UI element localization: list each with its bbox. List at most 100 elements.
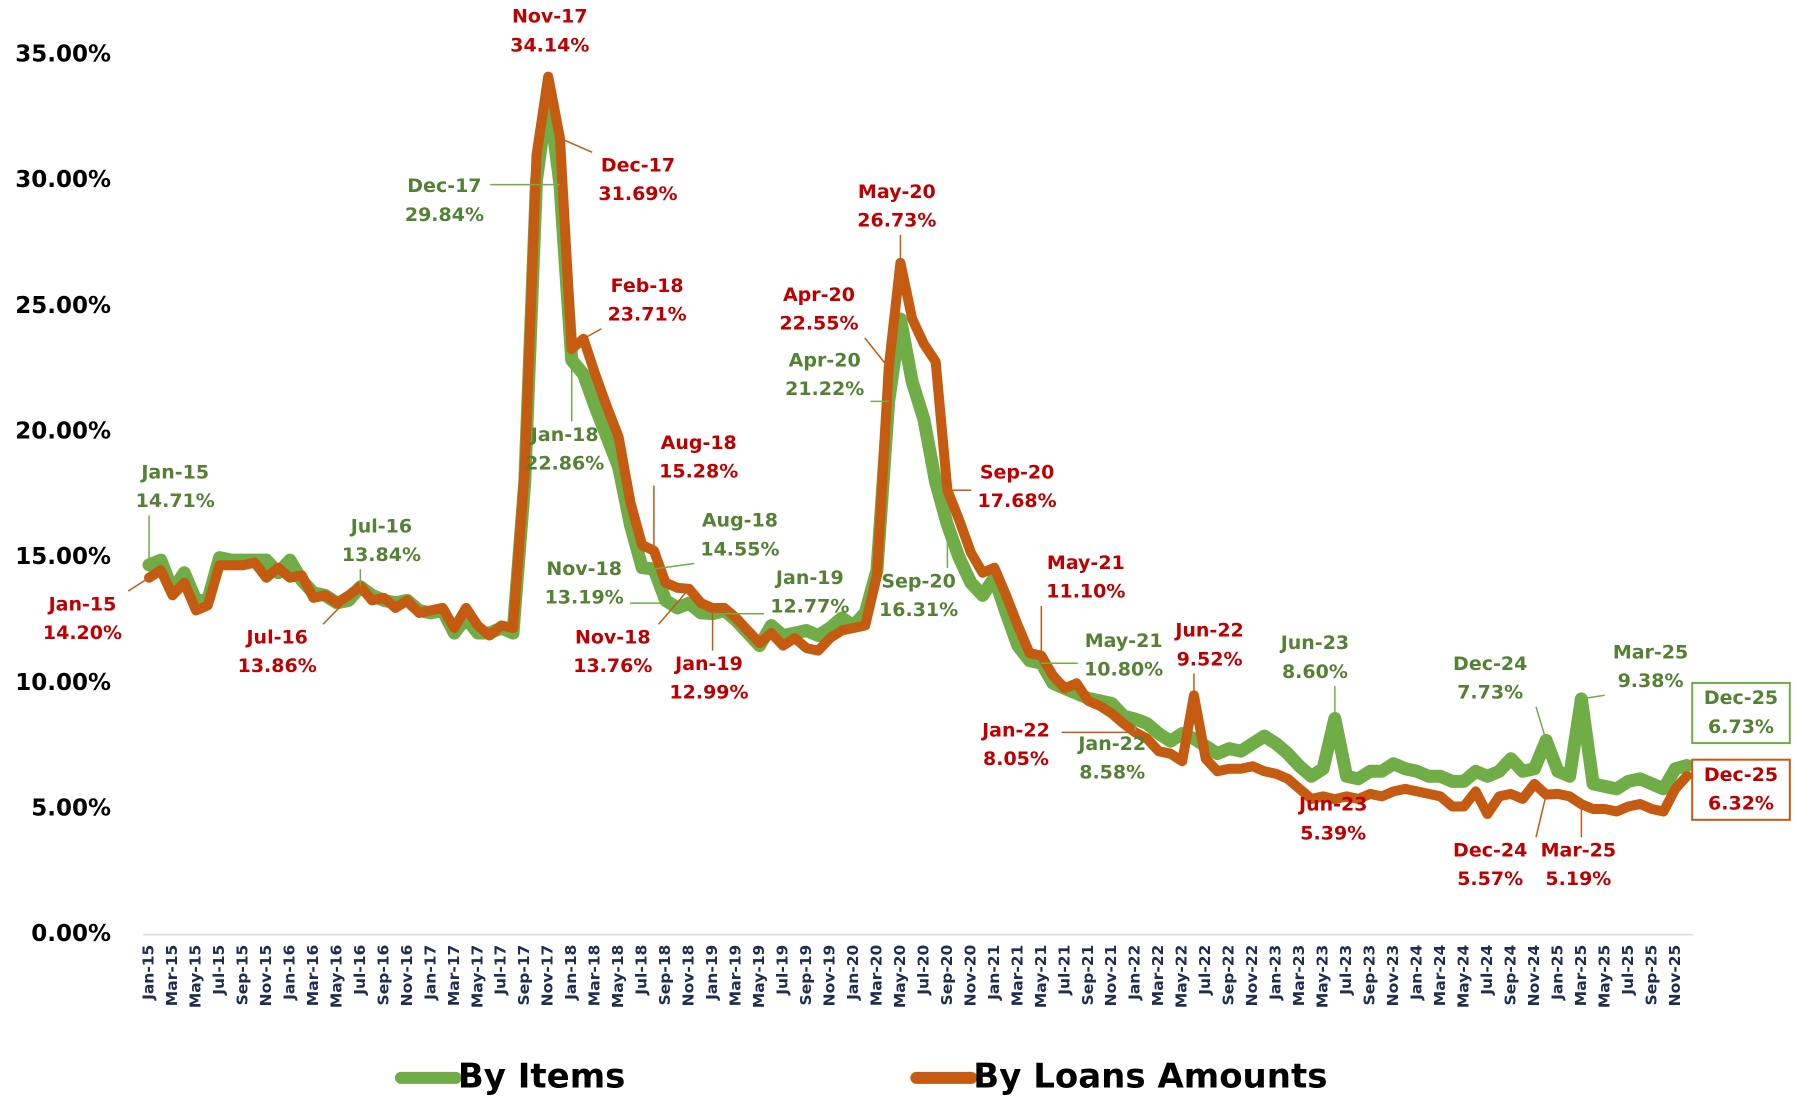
y-tick-label: 5.00% xyxy=(31,795,111,821)
point-label: Nov-17 xyxy=(512,6,588,28)
data-label: 31.69% xyxy=(598,183,677,205)
series-line xyxy=(144,71,1693,820)
x-tick-label: Mar-23 xyxy=(1290,945,1308,1007)
x-tick-label: Jan-19 xyxy=(703,945,721,1001)
data-label: 7.73% xyxy=(1457,681,1523,703)
x-tick-label: May-19 xyxy=(750,945,768,1009)
point-label: Jun-23 xyxy=(1297,794,1367,816)
data-label: 16.31% xyxy=(879,599,958,621)
point-label: Jan-15 xyxy=(47,593,117,615)
y-tick-label: 10.00% xyxy=(15,670,111,696)
data-label: 10.80% xyxy=(1084,659,1163,681)
point-label: Dec-25 xyxy=(1704,764,1778,786)
point-label: Mar-25 xyxy=(1541,840,1616,862)
y-tick-label: 20.00% xyxy=(15,418,111,444)
point-label: Dec-24 xyxy=(1453,840,1527,862)
data-label: 13.76% xyxy=(573,655,652,677)
leader-line xyxy=(583,328,602,340)
data-label: 12.77% xyxy=(770,596,849,618)
x-tick-label: Mar-18 xyxy=(586,945,604,1007)
leader-line xyxy=(658,588,690,625)
point-label: Feb-18 xyxy=(611,275,684,297)
data-label: 11.10% xyxy=(1046,581,1125,603)
x-tick-label: Mar-17 xyxy=(445,945,463,1007)
x-tick-label: Jan-21 xyxy=(985,945,1003,1001)
x-tick-label: Nov-21 xyxy=(1102,945,1120,1007)
point-label: Dec-24 xyxy=(1453,653,1527,675)
x-tick-label: Mar-25 xyxy=(1572,945,1590,1007)
x-tick-label: Nov-20 xyxy=(961,944,979,1006)
x-tick-label: May-24 xyxy=(1454,944,1472,1008)
x-tick-label: Mar-16 xyxy=(304,945,322,1007)
legend-label: By Items xyxy=(458,1056,626,1096)
point-label: Dec-17 xyxy=(407,175,481,197)
point-label: Aug-18 xyxy=(702,510,778,532)
y-tick-label: 15.00% xyxy=(15,544,111,570)
x-tick-label: Jul-20 xyxy=(914,944,932,995)
y-tick-label: 25.00% xyxy=(15,293,111,319)
data-label: 26.73% xyxy=(857,210,936,232)
leader-line xyxy=(322,585,361,625)
point-label: Jun-22 xyxy=(1173,620,1243,642)
x-tick-label: Nov-19 xyxy=(820,945,838,1007)
data-label: 21.22% xyxy=(785,378,864,400)
y-tick-label: 0.00% xyxy=(31,921,111,947)
x-tick-label: May-17 xyxy=(468,945,486,1009)
x-tick-label: Jan-17 xyxy=(421,945,439,1001)
y-tick-label: 35.00% xyxy=(15,41,111,67)
x-tick-label: Nov-23 xyxy=(1384,945,1402,1007)
data-label: 9.38% xyxy=(1618,670,1684,692)
x-tick-label: Jul-16 xyxy=(351,945,369,996)
data-label: 29.84% xyxy=(405,204,484,226)
leader-line xyxy=(1535,706,1547,741)
point-label: Jan-15 xyxy=(139,462,209,484)
point-label: Sep-20 xyxy=(980,462,1055,484)
x-tick-label: Nov-22 xyxy=(1243,945,1261,1007)
data-label: 8.05% xyxy=(983,748,1049,770)
data-label: 14.71% xyxy=(136,490,215,512)
point-label: Jun-23 xyxy=(1279,632,1349,654)
point-label: Nov-18 xyxy=(546,558,622,580)
point-label: Jul-16 xyxy=(349,515,412,537)
x-tick-label: May-15 xyxy=(187,945,205,1009)
point-label: Jan-18 xyxy=(529,424,599,446)
point-label: Nov-18 xyxy=(575,626,651,648)
leader-line xyxy=(559,137,593,154)
data-label: 23.71% xyxy=(608,303,687,325)
x-tick-label: Jan-15 xyxy=(140,945,158,1001)
leader-line xyxy=(653,562,695,570)
x-tick-label: May-20 xyxy=(891,944,909,1008)
x-tick-label: Sep-22 xyxy=(1220,945,1238,1006)
x-tick-label: Jul-23 xyxy=(1337,945,1355,996)
point-label: Mar-25 xyxy=(1613,641,1688,663)
data-label: 6.73% xyxy=(1708,716,1774,738)
x-tick-label: Jan-16 xyxy=(280,945,298,1001)
x-tick-label: Nov-25 xyxy=(1666,945,1684,1007)
x-tick-label: Jul-18 xyxy=(633,945,651,996)
x-tick-label: Jul-25 xyxy=(1619,945,1637,996)
data-label: 22.86% xyxy=(525,452,604,474)
point-label: Apr-20 xyxy=(783,284,855,306)
leader-line xyxy=(1535,794,1547,838)
x-tick-label: Jan-18 xyxy=(562,945,580,1001)
x-tick-label: Jul-22 xyxy=(1196,945,1214,996)
x-tick-label: May-18 xyxy=(609,945,627,1009)
x-tick-label: Nov-24 xyxy=(1525,944,1543,1006)
legend-label: By Loans Amounts xyxy=(973,1056,1327,1096)
data-label: 13.19% xyxy=(545,586,624,608)
data-label: 6.32% xyxy=(1708,793,1774,815)
x-tick-label: Mar-21 xyxy=(1008,945,1026,1007)
point-label: Jan-19 xyxy=(774,567,844,589)
data-label: 8.58% xyxy=(1079,762,1145,784)
leader-line xyxy=(864,337,890,369)
x-tick-label: Jan-23 xyxy=(1267,945,1285,1001)
point-label: Aug-18 xyxy=(661,432,737,454)
data-label: 15.28% xyxy=(659,460,738,482)
x-tick-label: Sep-21 xyxy=(1079,945,1097,1006)
label-box xyxy=(1691,758,1791,821)
data-label: 5.19% xyxy=(1545,868,1611,890)
x-tick-label: Mar-15 xyxy=(163,945,181,1007)
data-label: 14.20% xyxy=(43,622,122,644)
x-tick-label: Mar-20 xyxy=(867,944,885,1006)
point-label: Jan-22 xyxy=(980,719,1050,741)
